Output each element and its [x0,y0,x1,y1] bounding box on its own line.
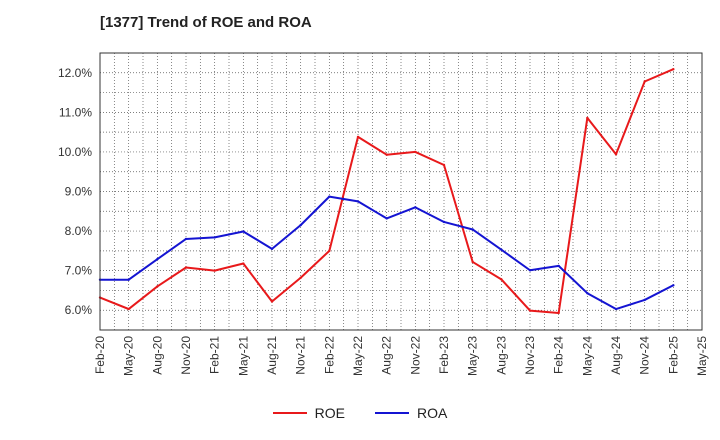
data-point-roe [557,311,560,315]
x-tick-label: Feb-22 [322,336,336,374]
x-tick-label: Aug-24 [609,336,623,375]
y-tick-label: 6.0% [65,303,93,317]
data-point-roe [500,278,503,281]
y-axis: 6.0% 7.0% 8.0% 9.0% 10.0% 11.0% 12.0% [58,66,92,317]
x-tick-label: Aug-20 [150,336,164,375]
data-point-roa [299,223,302,227]
x-tick-label: Aug-23 [494,336,508,375]
data-point-roa [643,298,646,302]
legend-swatch-roe [272,412,307,414]
y-tick-label: 11.0% [59,105,92,119]
data-point-roa [356,200,360,203]
data-point-roa [184,237,188,241]
y-tick-label: 12.0% [58,66,92,80]
data-point-roa [414,206,417,209]
data-point-roe [242,262,245,265]
data-point-roe [672,68,675,71]
legend-item-roe: ROE [272,405,345,421]
data-point-roa [500,248,503,251]
x-tick-label: Feb-20 [93,336,107,374]
data-point-roe [586,116,589,120]
data-point-roa [557,264,560,268]
legend-swatch-roa [375,412,409,414]
x-tick-label: Aug-21 [265,336,279,375]
x-tick-label: May-21 [236,336,250,376]
y-tick-label: 7.0% [65,264,93,278]
data-point-roe [614,153,618,156]
data-point-roe [528,309,532,312]
data-point-roa [270,247,274,251]
data-point-roa [442,220,446,224]
x-tick-label: Nov-22 [408,336,422,375]
data-point-roa [328,195,331,198]
x-tick-label: Nov-21 [294,336,308,375]
series-lines [98,68,675,315]
data-point-roa [528,269,532,272]
data-point-roa [471,228,474,231]
data-point-roe [414,150,417,154]
data-point-roe [356,135,360,139]
plot-frame [99,52,703,331]
data-point-roe [643,80,646,83]
x-axis: Feb-20 May-20 Aug-20 Nov-20 Feb-21 May-21 Aug-… [93,336,709,376]
legend-label-roa: ROA [417,405,448,421]
legend-label-roe: ROE [314,405,345,421]
data-point-roe [184,266,188,269]
data-point-roe [156,285,159,288]
x-tick-label: May-24 [580,336,594,376]
data-point-roa [586,291,589,295]
data-point-roa [672,284,675,287]
legend-item-roa: ROA [375,405,447,421]
data-point-roe [328,249,331,253]
data-point-roa [213,236,216,239]
data-point-roe [270,300,274,303]
x-tick-label: May-20 [122,336,136,376]
data-point-roe [385,153,388,156]
data-point-roa [156,257,159,261]
x-tick-label: Feb-21 [208,336,222,374]
data-point-roe [213,269,216,272]
x-tick-label: Nov-20 [179,336,193,375]
x-tick-label: May-25 [695,336,709,376]
y-tick-label: 9.0% [65,185,93,199]
data-point-roa [385,217,388,220]
chart-title: [1377] Trend of ROE and ROA [100,14,312,31]
y-tick-label: 10.0% [58,145,92,159]
data-point-roe [127,307,130,311]
data-point-roa [242,230,245,233]
data-point-roe [299,276,302,279]
x-tick-label: Nov-23 [523,336,537,375]
x-tick-label: Feb-25 [666,336,680,374]
x-tick-label: Aug-22 [380,336,394,375]
data-point-roa [127,278,130,281]
legend: ROE ROA [0,405,720,421]
x-tick-label: May-23 [466,336,480,376]
x-tick-label: Nov-24 [638,336,652,375]
data-point-roe [442,163,446,167]
data-point-roa [614,307,618,311]
x-tick-label: Feb-24 [552,336,566,374]
y-tick-label: 8.0% [65,224,93,238]
x-tick-label: Feb-23 [437,336,451,374]
data-point-roe [471,260,474,264]
x-tick-label: May-22 [351,336,365,376]
